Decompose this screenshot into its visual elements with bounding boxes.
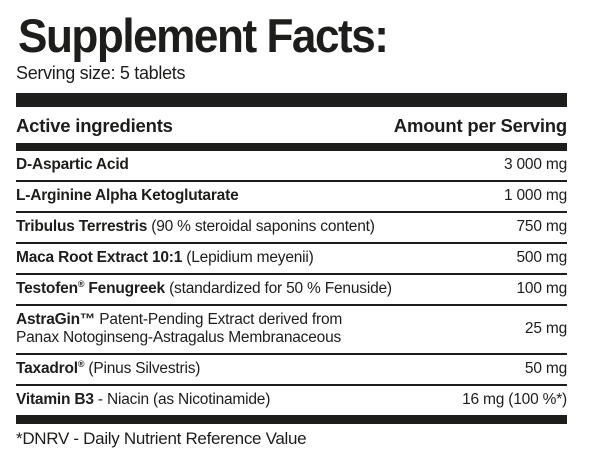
row-l-arginine-alpha-ketoglutarate: L-Arginine Alpha Ketoglutarate 1 000 mg [16, 182, 567, 213]
table-header-row: Active ingredients Amount per Serving [16, 107, 567, 143]
dnrv-footnote: *DNRV - Daily Nutrient Reference Value [16, 429, 307, 449]
ingredient-name: Maca Root Extract 10:1 (Lepidium meyenii… [16, 248, 314, 266]
ingredient-amount: 16 mg (100 %*) [462, 391, 567, 409]
ingredient-name: Tribulus Terrestris (90 % steroidal sapo… [16, 217, 375, 235]
ingredient-name: Testofen® Fenugreek (standardized for 50… [16, 278, 392, 297]
ingredient-amount: 500 mg [516, 248, 568, 266]
divider-thick-top [16, 93, 567, 107]
divider-under-header [16, 143, 567, 151]
row-d-aspartic-acid: D-Aspartic Acid 3 000 mg [16, 151, 567, 182]
registered-trademark-symbol: ® [77, 278, 85, 289]
ingredient-name: Vitamin B3 - Niacin (as Nicotinamide) [16, 391, 271, 409]
ingredient-amount: 750 mg [516, 217, 568, 235]
supplement-facts-label: Supplement Facts: Serving size: 5 tablet… [16, 8, 567, 449]
row-maca-root-extract: Maca Root Extract 10:1 (Lepidium meyenii… [16, 244, 567, 275]
ingredient-name-line2: Panax Notoginseng-Astragalus Membranaceo… [16, 329, 342, 347]
column-header-active-ingredients: Active ingredients [16, 115, 173, 136]
page-title: Supplement Facts: [18, 8, 389, 63]
ingredient-name: AstraGin™ Patent-Pending Extract derived… [16, 311, 525, 349]
row-tribulus-terrestris: Tribulus Terrestris (90 % steroidal sapo… [16, 213, 567, 244]
ingredient-name: L-Arginine Alpha Ketoglutarate [16, 186, 239, 204]
column-header-amount-per-serving: Amount per Serving [393, 115, 567, 136]
divider-above-footnote [16, 415, 567, 425]
registered-trademark-symbol: ® [77, 359, 85, 370]
ingredient-name: D-Aspartic Acid [16, 156, 129, 173]
ingredient-amount: 1 000 mg [503, 186, 567, 204]
row-astragin-extract: AstraGin™ Patent-Pending Extract derived… [16, 306, 567, 356]
ingredient-amount: 3 000 mg [503, 156, 567, 173]
row-taxadrol: Taxadrol® (Pinus Silvestris) 50 mg [16, 355, 567, 387]
ingredient-amount: 50 mg [524, 360, 567, 378]
serving-size-text: Serving size: 5 tablets [16, 63, 186, 83]
ingredient-table: D-Aspartic Acid 3 000 mg L-Arginine Alph… [16, 151, 567, 415]
row-testofen-fenugreek: Testofen® Fenugreek (standardized for 50… [16, 275, 567, 306]
ingredient-amount: 25 mg [524, 319, 567, 337]
ingredient-name: Taxadrol® (Pinus Silvestris) [16, 359, 201, 378]
row-vitamin-b3: Vitamin B3 - Niacin (as Nicotinamide) 16… [16, 386, 567, 415]
ingredient-amount: 100 mg [516, 279, 568, 297]
